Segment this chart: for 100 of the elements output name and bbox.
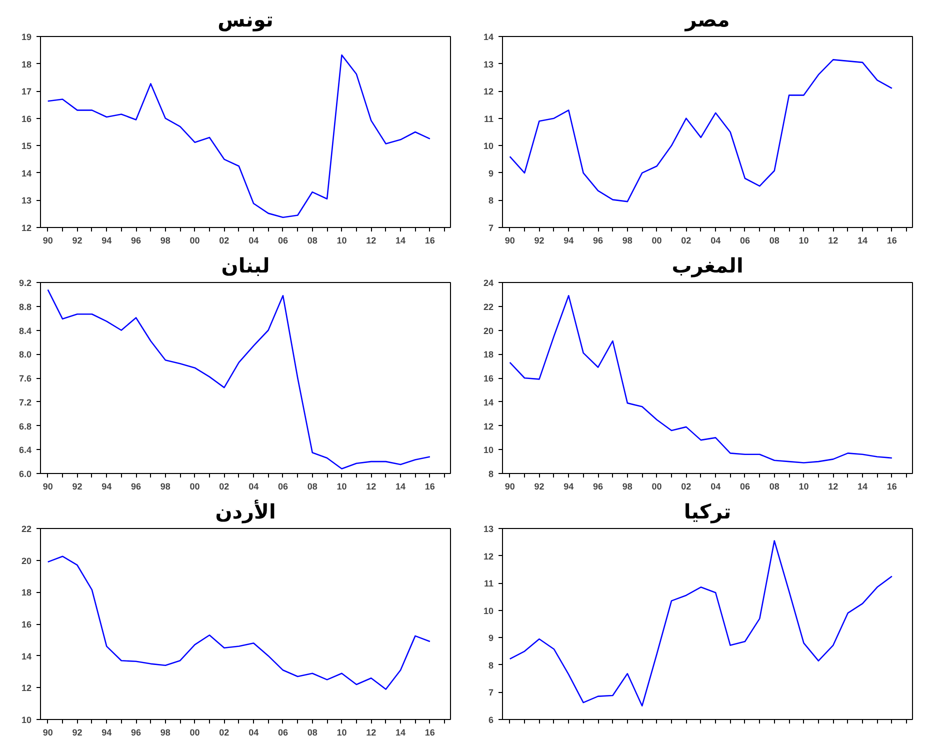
x-tick-label: 92 — [534, 482, 544, 492]
x-tick-label: 10 — [798, 236, 809, 246]
chart-title: الأردن — [215, 500, 276, 524]
x-tick-label: 08 — [307, 728, 318, 738]
y-tick-label: 18 — [21, 59, 32, 70]
x-tick-label: 14 — [396, 728, 406, 738]
y-tick-label: 6.8 — [18, 421, 32, 432]
x-tick-label: 00 — [190, 728, 200, 738]
y-tick-label: 18 — [483, 350, 494, 360]
x-tick-label: 10 — [336, 728, 347, 738]
x-tick-label: 02 — [219, 236, 230, 246]
x-tick-label: 16 — [886, 236, 897, 246]
x-tick-label: 02 — [219, 482, 230, 492]
x-tick-label: 90 — [42, 236, 53, 246]
y-tick-label: 14 — [21, 168, 32, 178]
x-tick-label: 14 — [396, 236, 406, 246]
x-tick-label: 96 — [131, 236, 142, 246]
x-tick-label: 06 — [278, 728, 288, 738]
x-tick-label: 92 — [72, 482, 82, 492]
x-tick-label: 12 — [828, 482, 838, 492]
x-tick-label: 94 — [102, 482, 112, 492]
x-tick-label: 02 — [681, 236, 692, 246]
x-tick-label: 98 — [160, 236, 170, 246]
x-tick-label: 04 — [710, 482, 721, 492]
x-tick-label: 12 — [366, 482, 376, 492]
y-tick-label: 9 — [488, 633, 494, 644]
y-tick-label: 16 — [21, 114, 32, 124]
x-tick-label: 96 — [593, 236, 604, 246]
y-tick-label: 18 — [21, 588, 32, 598]
x-tick-label: 08 — [769, 236, 780, 246]
y-tick-label: 13 — [483, 59, 494, 70]
x-tick-label: 92 — [72, 236, 82, 246]
x-tick-label: 98 — [622, 236, 632, 246]
x-tick-label: 92 — [72, 728, 82, 738]
x-tick-label: 10 — [336, 482, 347, 492]
y-tick-label: 22 — [483, 302, 494, 312]
y-tick-label: 16 — [21, 620, 32, 630]
x-tick-label: 02 — [219, 728, 230, 738]
y-tick-label: 12 — [483, 421, 494, 432]
y-tick-label: 10 — [483, 141, 494, 152]
y-tick-label: 10 — [483, 445, 494, 456]
y-tick-label: 12 — [21, 683, 32, 694]
x-tick-label: 96 — [131, 728, 142, 738]
x-tick-label: 16 — [424, 482, 435, 492]
chart-title: تونس — [218, 8, 274, 32]
y-tick-label: 17 — [21, 86, 32, 97]
y-tick-label: 9 — [488, 168, 494, 178]
y-tick-label: 6.4 — [18, 445, 32, 456]
y-tick-label: 8.4 — [18, 326, 32, 336]
x-tick-label: 14 — [858, 236, 868, 246]
x-tick-label: 10 — [798, 482, 809, 492]
x-tick-label: 90 — [504, 236, 515, 246]
x-tick-label: 16 — [424, 236, 435, 246]
y-tick-label: 6.0 — [18, 469, 32, 479]
x-tick-label: 08 — [307, 236, 318, 246]
x-tick-label: 98 — [622, 482, 632, 492]
y-tick-label: 8 — [488, 196, 494, 206]
chart-title: لبنان — [221, 254, 270, 278]
x-tick-label: 90 — [504, 482, 515, 492]
y-tick-label: 22 — [21, 524, 32, 534]
y-tick-label: 8.8 — [18, 302, 32, 312]
y-tick-label: 20 — [483, 326, 494, 336]
x-tick-label: 12 — [366, 728, 376, 738]
x-tick-label: 98 — [160, 482, 170, 492]
x-tick-label: 94 — [564, 236, 574, 246]
x-tick-label: 12 — [828, 236, 838, 246]
x-tick-label: 00 — [652, 482, 662, 492]
x-tick-label: 02 — [681, 482, 692, 492]
x-tick-label: 06 — [740, 236, 750, 246]
y-tick-label: 14 — [483, 397, 494, 408]
x-tick-label: 98 — [160, 728, 170, 738]
x-tick-label: 94 — [102, 728, 112, 738]
y-tick-label: 14 — [21, 651, 32, 662]
x-tick-label: 00 — [652, 236, 662, 246]
x-tick-label: 04 — [710, 236, 721, 246]
y-tick-label: 13 — [483, 524, 494, 534]
y-tick-label: 6 — [488, 715, 494, 725]
y-tick-label: 19 — [21, 32, 32, 42]
x-tick-label: 90 — [42, 728, 53, 738]
x-tick-label: 12 — [366, 236, 376, 246]
x-tick-label: 92 — [534, 236, 544, 246]
chart-title: تركيا — [684, 500, 732, 524]
x-tick-label: 04 — [248, 728, 259, 738]
y-tick-label: 7.6 — [18, 374, 32, 384]
x-tick-label: 00 — [190, 236, 200, 246]
y-tick-label: 24 — [483, 278, 494, 288]
x-tick-label: 04 — [248, 236, 259, 246]
y-tick-label: 12 — [21, 223, 32, 233]
x-tick-label: 04 — [248, 482, 259, 492]
x-tick-label: 08 — [769, 482, 780, 492]
x-tick-label: 06 — [278, 236, 288, 246]
y-tick-label: 8.0 — [18, 350, 32, 360]
y-tick-label: 7 — [488, 223, 494, 233]
x-tick-label: 94 — [564, 482, 574, 492]
x-tick-label: 94 — [102, 236, 112, 246]
y-tick-label: 9.2 — [18, 278, 32, 288]
x-tick-label: 16 — [424, 728, 435, 738]
x-tick-label: 96 — [131, 482, 142, 492]
y-tick-label: 11 — [484, 578, 494, 589]
y-tick-label: 7.2 — [18, 397, 32, 408]
